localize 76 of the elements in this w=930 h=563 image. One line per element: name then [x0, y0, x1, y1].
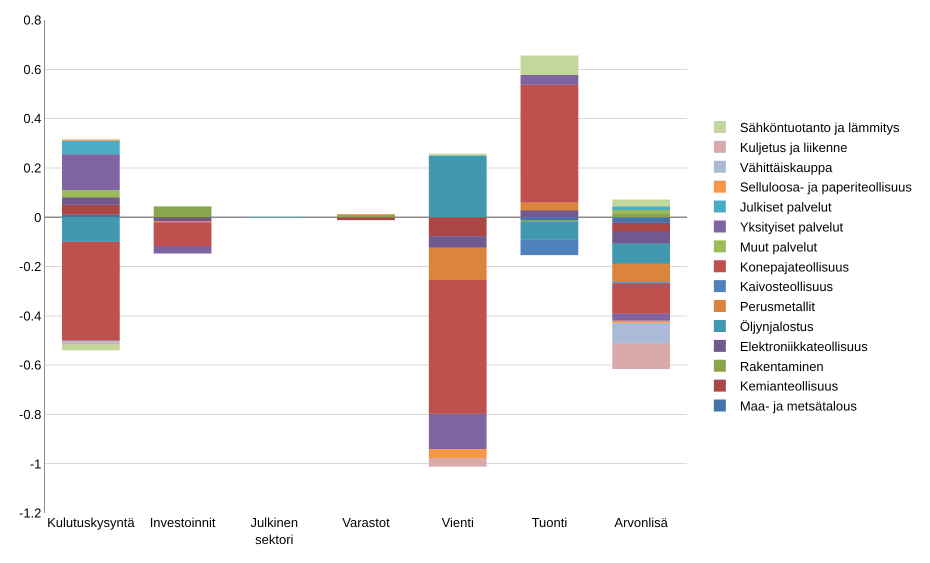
bar: [612, 264, 670, 282]
bar: [428, 236, 487, 248]
bar: [520, 56, 578, 75]
y-tick-label: 0.2: [23, 160, 42, 176]
legend-label: Sähköntuotanto ja lämmitys: [740, 120, 900, 136]
bar: [612, 314, 670, 321]
bar: [337, 214, 395, 218]
bar: [62, 197, 120, 205]
legend-label: Selluloosa- ja paperiteollisuus: [740, 180, 912, 195]
y-tick-label: -0.6: [18, 358, 42, 373]
legend-label: Elektroniikkateollisuus: [740, 338, 868, 354]
y-tick-label: -0.4: [18, 308, 42, 324]
bar: [520, 202, 578, 211]
y-tick-label: -0.8: [18, 406, 42, 422]
x-tick-label: Investoinnit: [150, 515, 216, 530]
y-tick-label: 0.6: [23, 62, 42, 77]
bar: [612, 217, 670, 223]
legend-label: Perusmetallit: [740, 299, 816, 314]
legend-label: Konepajateollisuus: [740, 259, 850, 274]
legend-label: Kuljetus ja liikenne: [740, 140, 848, 155]
legend-label: Yksityiset palvelut: [740, 220, 844, 235]
bar: [154, 206, 212, 218]
bar: [520, 84, 578, 202]
legend-label: Kemianteollisuus: [740, 378, 839, 394]
bar: [428, 217, 487, 236]
y-tick-label: -1.2: [18, 506, 42, 521]
y-tick-label: 0.4: [23, 111, 42, 126]
legend-label: Julkiset palvelut: [740, 200, 832, 215]
bar: [154, 222, 212, 246]
bar: [520, 240, 578, 256]
bar: [520, 222, 578, 240]
bar: [154, 217, 212, 222]
bar: [62, 140, 120, 154]
y-tick-label: -1: [30, 456, 42, 472]
legend-label: Maa- ja metsätalous: [740, 398, 858, 414]
bar: [612, 284, 670, 314]
y-tick-label: 0: [34, 210, 42, 225]
x-tick-label: Vienti: [442, 515, 474, 530]
x-tick-label: Kulutuskysyntä: [47, 515, 136, 530]
bar: [62, 217, 120, 242]
bar: [62, 242, 120, 340]
bar: [612, 210, 670, 214]
bar: [428, 449, 487, 458]
legend-label: Öljynjalostus: [740, 319, 814, 334]
y-tick-label: 0.8: [23, 12, 42, 28]
bar: [62, 204, 120, 215]
bar: [612, 222, 670, 232]
legend-label: Muut palvelut: [740, 239, 818, 254]
bar: [612, 344, 670, 370]
x-tick-label: Tuonti: [532, 515, 568, 530]
bar: [428, 248, 487, 280]
bar: [428, 156, 487, 218]
x-tick-label: Julkinen sektori: [250, 515, 298, 547]
x-tick-label: Arvonlisä: [614, 515, 669, 530]
y-tick-label: -0.2: [18, 259, 42, 274]
bar: [612, 206, 670, 210]
bar: [428, 280, 487, 414]
bar: [520, 210, 578, 218]
bar: [428, 414, 487, 450]
legend-label: Rakentaminen: [740, 358, 824, 374]
bar: [612, 244, 670, 264]
bar: [62, 344, 120, 350]
legend-label: Kaivosteollisuus: [740, 279, 834, 294]
bar: [62, 214, 120, 218]
bar: [520, 74, 578, 85]
legend-label: Vähittäiskauppa: [740, 160, 834, 175]
bar: [62, 190, 120, 198]
bar: [520, 217, 578, 220]
bar: [428, 458, 487, 467]
bar: [337, 217, 395, 220]
bar: [612, 322, 670, 344]
bar: [612, 199, 670, 206]
bar: [62, 154, 120, 190]
bar: [612, 232, 670, 244]
bar: [154, 246, 212, 254]
x-tick-label: Varastot: [342, 515, 390, 530]
